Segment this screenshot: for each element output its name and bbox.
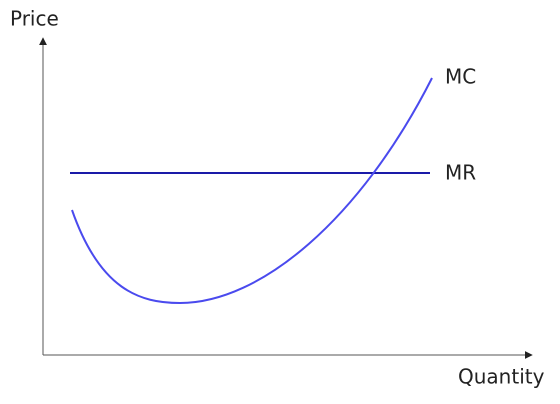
x-axis-label: Quantity (458, 365, 545, 389)
curve-label: MR (445, 161, 476, 185)
curve-label: MC (445, 65, 476, 89)
y-axis-label: Price (10, 7, 59, 31)
mc-curve (71, 77, 433, 305)
